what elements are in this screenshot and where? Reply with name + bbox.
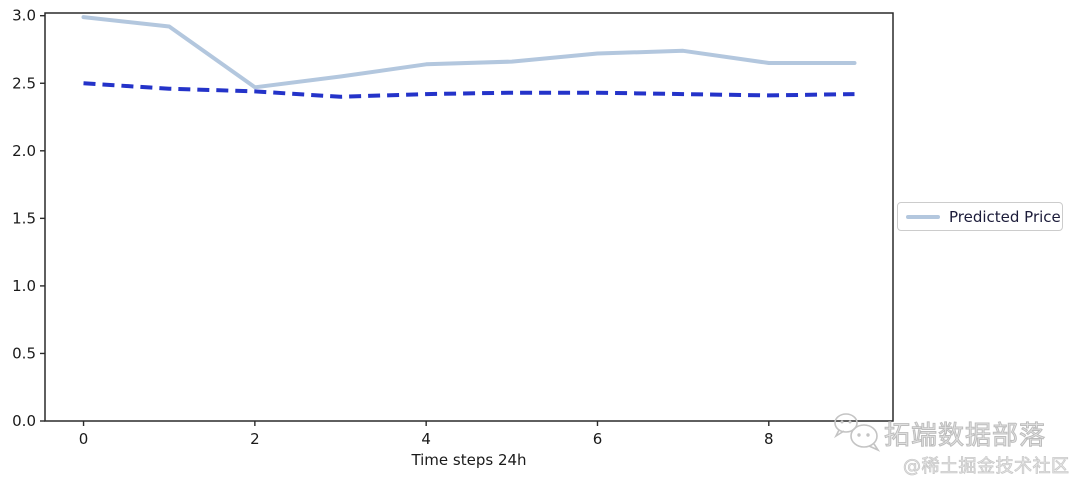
- dashed-blue-series-line: [83, 81, 855, 99]
- x-tick-label: 0: [79, 430, 89, 448]
- y-tick-label: 1.0: [12, 277, 36, 295]
- watermark-community-text: @稀土掘金技术社区: [903, 456, 1070, 478]
- legend[interactable]: Predicted Price: [897, 202, 1063, 231]
- wechat-icon: [834, 413, 881, 452]
- x-tick-label: 8: [764, 430, 774, 448]
- x-tick-label: 2: [250, 430, 260, 448]
- watermark-brand-text: 拓端数据部落: [883, 421, 1047, 452]
- x-axis-label: Time steps 24h: [411, 451, 527, 469]
- legend-label: Predicted Price: [949, 207, 1061, 226]
- legend-line-sample: [906, 214, 940, 219]
- predicted-price-line: [81, 15, 857, 90]
- x-tick-label: 4: [421, 430, 431, 448]
- y-tick-label: 2.0: [12, 142, 36, 160]
- y-tick-label: 1.5: [12, 209, 36, 227]
- x-tick-label: 6: [593, 430, 603, 448]
- plot-spines: [44, 12, 894, 422]
- y-tick-label: 2.5: [12, 74, 36, 92]
- y-tick-label: 3.0: [12, 7, 36, 25]
- y-tick-label: 0.5: [12, 344, 36, 362]
- y-tick-label: 0.0: [12, 412, 36, 430]
